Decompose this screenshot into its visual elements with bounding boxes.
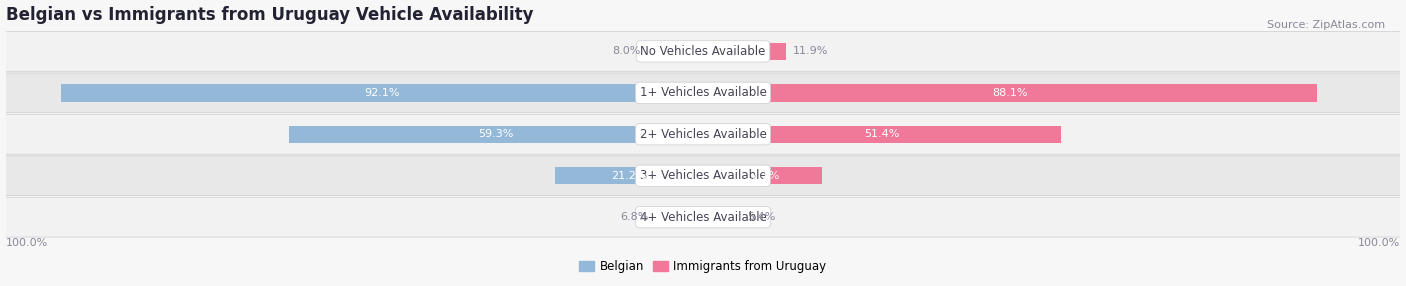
Text: 6.8%: 6.8%: [620, 212, 648, 222]
Text: 11.9%: 11.9%: [793, 46, 828, 56]
Text: Source: ZipAtlas.com: Source: ZipAtlas.com: [1267, 20, 1385, 30]
Text: 17.1%: 17.1%: [745, 171, 780, 181]
Text: 4+ Vehicles Available: 4+ Vehicles Available: [640, 211, 766, 224]
Bar: [703, 167, 823, 184]
FancyBboxPatch shape: [6, 31, 1400, 71]
Text: 2+ Vehicles Available: 2+ Vehicles Available: [640, 128, 766, 141]
FancyBboxPatch shape: [6, 114, 1400, 154]
Text: 59.3%: 59.3%: [478, 129, 515, 139]
Text: 100.0%: 100.0%: [6, 238, 48, 248]
Bar: [647, 43, 703, 60]
Bar: [555, 167, 703, 184]
Bar: [703, 126, 1062, 143]
Text: 5.4%: 5.4%: [748, 212, 776, 222]
Text: No Vehicles Available: No Vehicles Available: [640, 45, 766, 58]
Bar: [703, 208, 741, 226]
Text: 8.0%: 8.0%: [612, 46, 640, 56]
Text: 3+ Vehicles Available: 3+ Vehicles Available: [640, 169, 766, 182]
Bar: [60, 84, 703, 102]
FancyBboxPatch shape: [6, 197, 1400, 237]
Legend: Belgian, Immigrants from Uruguay: Belgian, Immigrants from Uruguay: [575, 255, 831, 278]
Text: 51.4%: 51.4%: [865, 129, 900, 139]
Bar: [703, 84, 1317, 102]
Text: Belgian vs Immigrants from Uruguay Vehicle Availability: Belgian vs Immigrants from Uruguay Vehic…: [6, 5, 533, 23]
Text: 100.0%: 100.0%: [1358, 238, 1400, 248]
Bar: [655, 208, 703, 226]
Text: 21.2%: 21.2%: [612, 171, 647, 181]
FancyBboxPatch shape: [6, 73, 1400, 113]
Text: 92.1%: 92.1%: [364, 88, 399, 98]
FancyBboxPatch shape: [6, 156, 1400, 196]
Text: 1+ Vehicles Available: 1+ Vehicles Available: [640, 86, 766, 99]
Bar: [703, 43, 786, 60]
Bar: [290, 126, 703, 143]
Text: 88.1%: 88.1%: [993, 88, 1028, 98]
